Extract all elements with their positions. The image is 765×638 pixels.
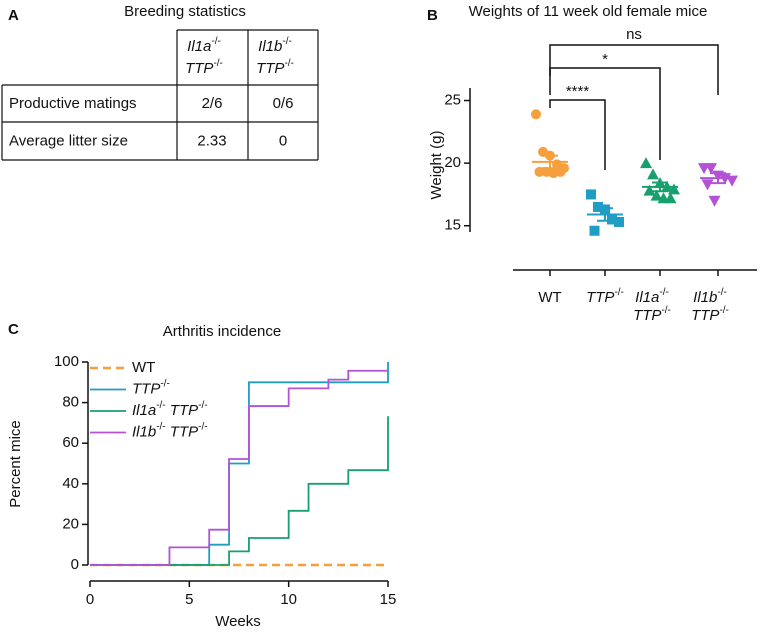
data-point	[593, 201, 603, 212]
data-point	[643, 184, 656, 196]
legend-label: Il1a-/- TTP-/-	[132, 400, 208, 419]
table-cell: 2.33	[197, 132, 226, 149]
data-point	[650, 189, 663, 201]
legend-label: TTP-/-	[132, 378, 170, 397]
data-point	[589, 225, 600, 236]
step-line	[90, 416, 389, 566]
significance-label: ****	[566, 83, 590, 100]
error-bar	[652, 181, 668, 193]
table-cell: 2/6	[202, 95, 223, 112]
x-tick-label: 5	[185, 591, 193, 608]
x-tick-label: 15	[380, 591, 397, 608]
column-header: Il1b-/-TTP-/-	[256, 36, 294, 77]
y-tick-label: 0	[71, 556, 79, 573]
data-point	[531, 109, 541, 120]
table-cell: 0	[279, 132, 287, 149]
chart-title: Weights of 11 week old female mice	[469, 3, 708, 20]
error-bar	[597, 207, 613, 222]
data-point	[614, 216, 624, 227]
significance-label: ns	[626, 26, 642, 43]
data-point	[555, 166, 566, 177]
error-bar	[710, 172, 726, 185]
chart-title: Arthritis incidence	[163, 323, 281, 340]
x-tick-label: 0	[86, 591, 94, 608]
step-line	[90, 369, 388, 566]
panel-label: A	[8, 7, 19, 24]
legend-label: WT	[132, 359, 155, 376]
data-point	[534, 166, 545, 177]
row-label: Average litter size	[9, 132, 128, 149]
y-tick-label: 100	[54, 353, 79, 370]
y-tick-label: 25	[444, 91, 461, 108]
x-axis-label: Weeks	[215, 613, 261, 630]
significance-bracket	[549, 44, 719, 95]
y-axis-label: Percent mice	[7, 420, 24, 508]
table-grid	[1, 29, 319, 161]
data-point	[586, 189, 596, 200]
data-point	[705, 163, 717, 175]
error-bar	[542, 154, 558, 170]
data-point	[708, 195, 721, 207]
data-point	[668, 183, 680, 195]
data-point	[607, 214, 617, 225]
data-point	[640, 157, 652, 169]
x-tick-label: TTP-/-	[586, 287, 624, 306]
column-header: Il1a-/-TTP-/-	[185, 36, 223, 77]
row-label: Productive matings	[9, 95, 137, 112]
x-tick-label: Il1a-/-TTP-/-	[633, 287, 671, 324]
significance-bracket	[549, 99, 606, 170]
panel-label: B	[427, 7, 438, 24]
table-cell: 0/6	[273, 95, 294, 112]
data-point	[664, 192, 677, 204]
table-title: Breeding statistics	[124, 3, 246, 20]
x-tick-label: WT	[538, 289, 561, 306]
x-tick-label: 10	[280, 591, 297, 608]
legend-label: Il1b-/- TTP-/-	[132, 421, 208, 440]
y-tick-label: 20	[444, 154, 461, 171]
y-tick-label: 60	[62, 434, 79, 451]
x-tick-label: Il1b-/-TTP-/-	[691, 287, 729, 324]
y-tick-label: 40	[62, 475, 79, 492]
data-point	[647, 168, 659, 180]
y-axis-label: Weight (g)	[428, 131, 445, 200]
data-point	[701, 179, 714, 191]
significance-label: *	[602, 51, 608, 68]
y-tick-label: 15	[444, 217, 461, 234]
y-tick-label: 80	[62, 394, 79, 411]
panel-label: C	[8, 321, 19, 338]
y-tick-label: 20	[62, 515, 79, 532]
